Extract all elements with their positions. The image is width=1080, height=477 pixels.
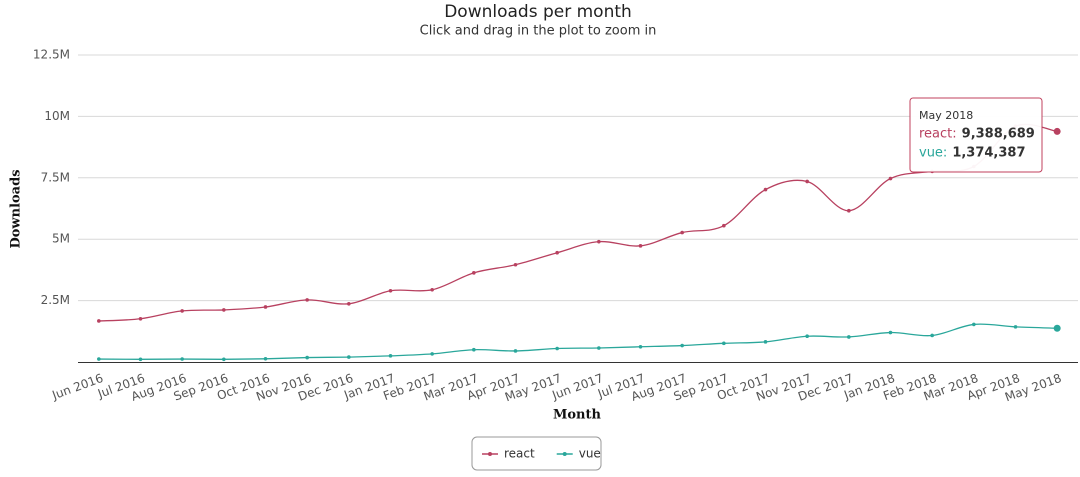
data-point (180, 357, 184, 361)
legend-label: vue (579, 447, 601, 461)
data-point (472, 271, 476, 275)
x-axis-title: Month (553, 408, 602, 423)
data-point (472, 347, 476, 352)
data-point (513, 262, 518, 267)
legend[interactable]: react vue (471, 436, 602, 471)
data-point (1013, 325, 1018, 329)
y-tick-label: 10M (44, 109, 70, 123)
data-point (388, 354, 393, 358)
data-point (763, 340, 768, 344)
y-tick-label: 12.5M (33, 48, 70, 62)
tooltip-label: react: (919, 127, 957, 142)
tooltip: May 2018 react: 9,388,689 vue: 1,374,387 (909, 97, 1043, 173)
data-point (430, 287, 434, 292)
chart-subtitle: Click and drag in the plot to zoom in (420, 24, 657, 39)
data-point (638, 244, 643, 248)
data-point (97, 357, 101, 361)
chart-title: Downloads per month (444, 2, 632, 22)
data-point (138, 357, 143, 362)
data-point (1053, 324, 1061, 332)
data-point (513, 349, 518, 353)
tooltip-value: 9,388,689 (962, 127, 1035, 142)
data-point (638, 344, 643, 349)
tooltip-box (909, 97, 1043, 173)
data-point (138, 316, 143, 321)
tooltip-label: vue: (919, 146, 947, 161)
data-point (388, 288, 393, 293)
data-point (847, 335, 851, 339)
data-point (805, 334, 809, 339)
y-tick-label: 7.5M (41, 170, 70, 184)
y-axis-title: Downloads (9, 169, 24, 248)
data-point (930, 333, 934, 338)
data-point (347, 301, 351, 306)
y-tick-label: 5M (52, 232, 70, 246)
y-tick-label: 2.5M (41, 293, 70, 307)
data-point (680, 343, 684, 348)
data-point (222, 308, 226, 312)
data-point (888, 176, 893, 181)
data-point (680, 230, 684, 235)
data-point (222, 357, 226, 362)
data-point (972, 322, 976, 327)
data-point (888, 330, 893, 335)
data-point (805, 179, 809, 184)
data-point (263, 305, 268, 309)
data-point (263, 357, 268, 361)
legend-marker (562, 452, 567, 456)
data-point (305, 298, 309, 302)
tooltip-title: May 2018 (919, 109, 973, 122)
data-point (722, 223, 726, 228)
data-point (597, 239, 601, 244)
data-point (180, 309, 184, 313)
legend-label: react (504, 447, 535, 461)
data-point (555, 346, 559, 351)
data-point (722, 341, 726, 346)
tooltip-value: 1,374,387 (952, 146, 1025, 161)
data-point (847, 208, 851, 213)
data-point (1053, 127, 1061, 135)
data-point (347, 355, 351, 359)
data-point (597, 346, 601, 350)
legend-marker (488, 452, 492, 456)
series-line (98, 323, 1058, 360)
data-point (305, 355, 309, 360)
series-line (98, 123, 1058, 322)
legend-box (471, 436, 602, 471)
data-point (97, 319, 101, 323)
data-point (763, 187, 768, 192)
data-point (430, 352, 434, 356)
data-point (555, 250, 559, 255)
